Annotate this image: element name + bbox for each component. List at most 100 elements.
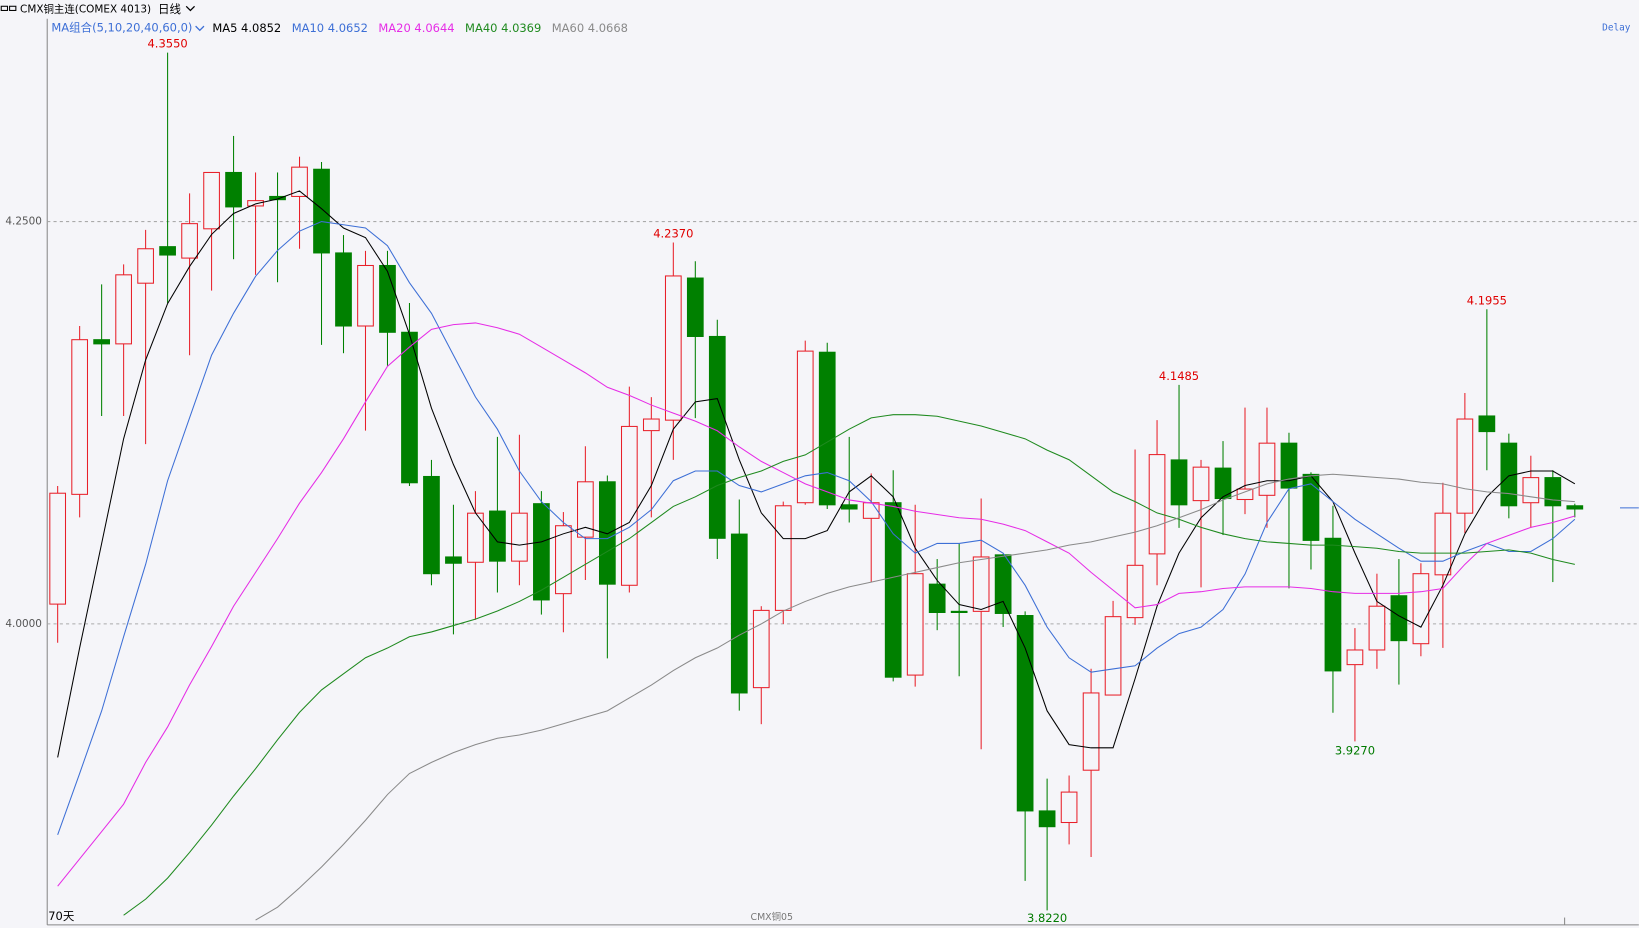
legend-entry: MA20 4.0644 [378, 21, 454, 35]
candle-body [533, 503, 550, 601]
candle-body [225, 171, 242, 208]
candle-body [1368, 605, 1386, 651]
legend-value: 4.0652 [328, 21, 368, 35]
candle-body [423, 475, 440, 575]
candle-body [1566, 505, 1584, 510]
candle-body [774, 505, 792, 611]
y-tick-label: 4.2500 [5, 216, 42, 228]
candle-body [1522, 477, 1540, 504]
candle-body [796, 350, 814, 504]
candle-body [664, 275, 682, 421]
candle-body [313, 168, 330, 254]
candle-body [620, 425, 638, 586]
legend-entry: MA10 4.0652 [292, 21, 368, 35]
instrument: CMX铜主连(COMEX 4013) [20, 2, 151, 15]
high-label: 4.2370 [653, 227, 693, 241]
candle-body [71, 339, 89, 495]
y-tick-label: 4.0000 [5, 618, 42, 630]
candle-body [247, 200, 264, 207]
high-label: 4.3550 [148, 37, 188, 51]
legend-name: MA5 [212, 21, 237, 35]
candle-body [1346, 649, 1364, 666]
low-label: 3.9270 [1335, 743, 1375, 757]
candle-body [950, 610, 968, 614]
candle-body [291, 166, 308, 197]
candle-body [269, 195, 286, 201]
candle-body [1324, 537, 1342, 672]
candle-body [686, 277, 704, 337]
legend-value: 4.0369 [501, 21, 541, 35]
legend-name: MA40 [465, 21, 497, 35]
candle-body [1126, 564, 1144, 619]
candle-body [1544, 477, 1562, 507]
ma-line [57, 221, 1576, 835]
candle-body [181, 223, 198, 259]
candle-body [1038, 810, 1056, 828]
legend-value: 4.0668 [588, 21, 628, 35]
candle-body [379, 264, 396, 333]
days-label: 70天 [48, 909, 75, 923]
candle-body [1434, 512, 1452, 576]
low-label: 3.8220 [1027, 911, 1067, 925]
header-icon [0, 5, 17, 11]
candle-body [49, 492, 67, 605]
candle-body [708, 335, 726, 539]
legend-entry: MA5 4.0852 [212, 21, 281, 35]
candle-body [752, 609, 770, 689]
candle-body [511, 512, 528, 562]
candle-body [445, 556, 462, 564]
candle-body [335, 252, 352, 327]
ma-group-chevron[interactable] [195, 25, 205, 32]
ma-group[interactable]: MA组合(5,10,20,40,60,0) [51, 21, 192, 35]
candle-body [1016, 615, 1034, 812]
candle-body [1390, 595, 1408, 642]
candle-body [642, 418, 660, 432]
candle-body [401, 331, 418, 484]
candle-body [357, 264, 374, 327]
candle-body [489, 510, 506, 562]
candle-body [906, 573, 924, 676]
legend-value: 4.0852 [241, 21, 281, 35]
high-label: 4.1955 [1467, 293, 1507, 307]
legend-name: MA20 [378, 21, 410, 35]
period-chevron[interactable] [185, 5, 196, 12]
candle-body [1456, 418, 1474, 514]
candle-body [1104, 616, 1122, 696]
candle-body [93, 339, 110, 345]
ma-line [255, 473, 1575, 921]
candle-body [818, 351, 836, 506]
candle-body [137, 248, 154, 284]
candle-body [1170, 459, 1188, 506]
candle-body [972, 556, 990, 612]
ma-line [57, 322, 1576, 887]
candle-body [1258, 442, 1276, 496]
candle-body [730, 533, 748, 694]
ma-line [123, 414, 1575, 916]
legend-entry: MA60 4.0668 [552, 21, 628, 35]
candle-body [1412, 573, 1430, 645]
candle-body [159, 246, 176, 256]
candle-body [994, 554, 1012, 614]
candle-body [884, 502, 902, 678]
legend-name: MA10 [292, 21, 324, 35]
delay-label: Delay [1602, 23, 1631, 34]
candle-body [598, 481, 616, 585]
period[interactable]: 日线 [158, 2, 181, 16]
candle-body [577, 481, 594, 538]
candle-body [1082, 692, 1100, 771]
legend-value: 4.0644 [414, 21, 454, 35]
candle-body [1478, 415, 1496, 433]
candle-body [203, 171, 220, 230]
candle-body [1302, 473, 1320, 541]
candle-body [1214, 467, 1232, 500]
legend-name: MA60 [552, 21, 584, 35]
candle-body [115, 274, 132, 345]
candle-body [1060, 791, 1078, 824]
candle-body [840, 504, 858, 510]
candle-body [1148, 454, 1166, 555]
ma-line [57, 190, 1576, 758]
candle-body [928, 583, 946, 614]
candle-body [1280, 442, 1298, 489]
